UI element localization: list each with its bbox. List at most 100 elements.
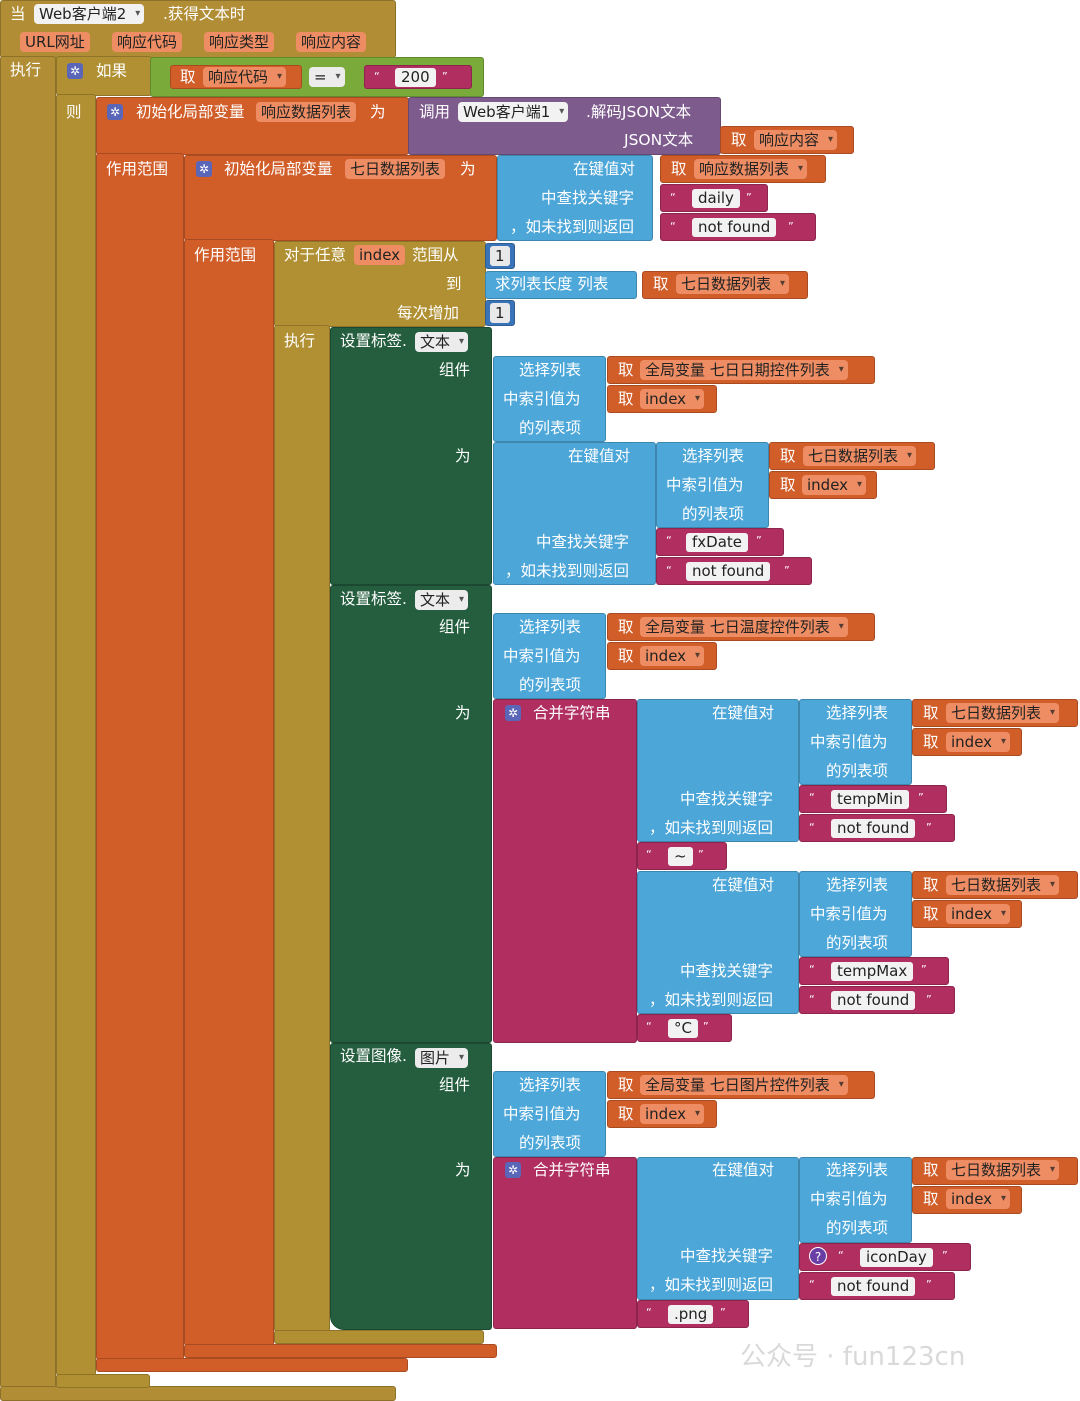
index-dropdown[interactable]: index [640,389,705,409]
get-label: 取 [780,447,796,465]
global-list-name: 七日图片控件列表 [709,1076,830,1094]
get-var-dropdown[interactable]: 七日数据列表 [803,446,917,466]
init2-as-label: 为 [460,160,476,178]
number-step-value[interactable]: 1 [490,303,510,323]
event-when-label: 当 [10,5,26,23]
select-list-item-block[interactable] [799,1157,912,1243]
image-prop-dropdown[interactable]: 图片 [415,1048,469,1068]
number-from-value[interactable]: 1 [490,246,510,266]
text-not-found-value[interactable]: not found [831,819,916,838]
dict-lookup-daily-block[interactable] [497,155,653,241]
global-var-dropdown[interactable]: 全局变量 七日日期控件列表 [640,360,848,380]
text-celsius-value[interactable]: °C [668,1019,698,1038]
join-gear-icon[interactable]: ✲ [505,705,521,721]
get-label: 取 [618,361,634,379]
join-temp-block[interactable] [493,699,637,1043]
dict-lookup-tempmax-block[interactable] [637,871,799,1014]
dict-lookup-tempmin-block[interactable] [637,699,799,842]
get-label: 取 [618,1105,634,1123]
join-gear-icon[interactable]: ✲ [505,1162,521,1178]
component-label: 组件 [439,618,471,636]
text-tempmin-value[interactable]: tempMin [831,790,909,809]
event-param-response-code[interactable]: 响应代码 [112,32,183,52]
get-label: 取 [618,390,634,408]
get-var-dropdown[interactable]: 七日数据列表 [946,1160,1060,1180]
index-dropdown[interactable]: index [640,1104,705,1124]
at-index-label: 中索引值为 [810,733,888,751]
event-param-url[interactable]: URL网址 [20,32,90,52]
text-200-value[interactable]: 200 [395,68,436,87]
list-length-block[interactable] [485,271,637,299]
get-label: 取 [923,876,939,894]
text-tilde-value[interactable]: ~ [668,847,693,866]
text-png-value[interactable]: .png [668,1305,714,1324]
init2-gear-icon[interactable]: ✲ [196,161,212,177]
find-key-label: 中查找关键字 [536,533,630,551]
get-var-dropdown[interactable]: 七日数据列表 [676,274,790,294]
text-not-found-value[interactable]: not found [831,1277,916,1296]
select-list-item-block[interactable] [493,356,606,442]
init2-name-field[interactable]: 七日数据列表 [345,159,446,179]
text-not-found-value[interactable]: not found [831,991,916,1010]
init1-gear-icon[interactable]: ✲ [107,104,123,120]
init1-name-field[interactable]: 响应数据列表 [256,102,357,122]
for-do-label: 执行 [284,332,316,350]
text-iconday-value[interactable]: iconDay [860,1248,933,1267]
if-gear-icon[interactable]: ✲ [67,63,83,79]
if-block-rail [56,94,96,1376]
set-temp-label-block[interactable] [330,585,492,1043]
get-var-dropdown[interactable]: 响应内容 [754,130,838,150]
for-var-field[interactable]: index [354,245,406,265]
set-image-block[interactable] [330,1043,492,1330]
at-index-label: 中索引值为 [666,476,744,494]
select-list-item-block[interactable] [799,699,912,785]
text-daily-value[interactable]: daily [692,189,740,208]
call-component-dropdown[interactable]: Web客户端1 [458,102,569,122]
quote-open-icon: “ [374,70,380,83]
index-dropdown[interactable]: index [640,646,705,666]
quote-open-icon: “ [646,1020,652,1033]
text-not-found-value[interactable]: not found [686,562,771,581]
lookup-label: 在键值对 [573,160,636,178]
dict-lookup-fxdate-block[interactable] [493,442,656,585]
help-icon[interactable]: ? [809,1247,827,1265]
index-dropdown[interactable]: index [946,732,1011,752]
index-dropdown[interactable]: index [946,1189,1011,1209]
quote-open-icon: “ [809,791,815,804]
quote-open-icon: “ [666,564,672,577]
get-var-dropdown[interactable]: 响应代码 [203,67,287,87]
select-list-label: 选择列表 [826,704,889,722]
quote-open-icon: “ [670,220,676,233]
join-image-block[interactable] [493,1157,637,1329]
quote-close-icon: ” [788,220,794,233]
for-from-label: 范围从 [412,246,459,264]
text-fxdate-value[interactable]: fxDate [686,533,749,552]
select-list-item-block[interactable] [799,871,912,957]
event-param-response-type[interactable]: 响应类型 [204,32,275,52]
select-list-item-block[interactable] [656,442,769,528]
text-prop-dropdown[interactable]: 文本 [415,590,469,610]
compare-op-dropdown[interactable]: = [309,67,345,87]
index-dropdown[interactable]: index [802,475,867,495]
find-key-label: 中查找关键字 [680,1247,774,1265]
select-list-item-block[interactable] [493,1071,606,1157]
select-list-item-block[interactable] [493,613,606,699]
get-var-dropdown[interactable]: 响应数据列表 [694,159,808,179]
text-not-found-value[interactable]: not found [692,218,777,237]
set-date-label-block[interactable] [330,327,492,585]
text-prop-dropdown[interactable]: 文本 [415,332,469,352]
text-tempmax-value[interactable]: tempMax [831,962,914,981]
event-component-dropdown[interactable]: Web客户端2 [34,4,145,24]
if-block-footer [56,1374,150,1388]
global-var-dropdown[interactable]: 全局变量 七日图片控件列表 [640,1075,848,1095]
json-text-label: JSON文本 [624,131,694,149]
get-var-dropdown[interactable]: 七日数据列表 [946,703,1060,723]
global-var-dropdown[interactable]: 全局变量 七日温度控件列表 [640,617,848,637]
index-dropdown[interactable]: index [946,904,1011,924]
get-var-dropdown[interactable]: 七日数据列表 [946,875,1060,895]
init-local-var-1-block[interactable] [96,97,409,155]
event-name-label: .获得文本时 [163,5,246,23]
event-param-response-content[interactable]: 响应内容 [296,32,367,52]
for-range-rail [274,325,330,1332]
dict-lookup-iconday-block[interactable] [637,1157,799,1300]
